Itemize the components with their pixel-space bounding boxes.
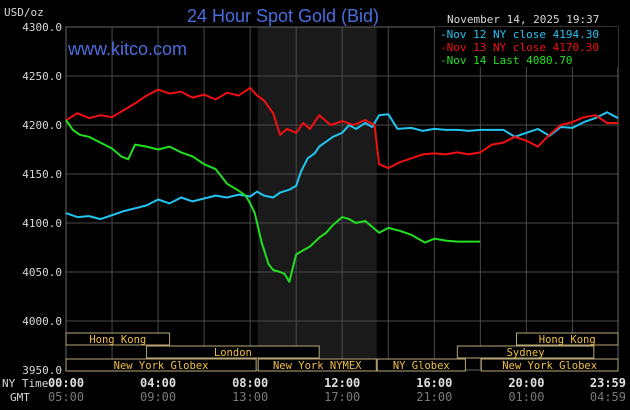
legend-series-value: 4170.30	[553, 41, 599, 54]
x-tick-label: 09:00	[140, 390, 176, 404]
x-tick-label: 05:00	[48, 390, 84, 404]
session-label: Hong Kong	[539, 334, 596, 346]
x-tick-label: 08:00	[232, 376, 268, 390]
session-label: Hong Kong	[89, 334, 146, 346]
chart-title: 24 Hour Spot Gold (Bid)	[187, 6, 379, 26]
x-axis-row-label: GMT	[10, 391, 30, 404]
x-tick-label: 01:00	[508, 390, 544, 404]
legend-box	[435, 27, 618, 67]
series-line	[65, 111, 619, 221]
price-series	[65, 86, 619, 283]
y-axis-unit: USD/oz	[4, 6, 44, 19]
session-box	[65, 358, 257, 372]
session-box	[257, 358, 377, 372]
y-tick-label: 4100.0	[22, 217, 62, 230]
x-tick-label: 20:00	[508, 376, 544, 390]
legend-series-name: -Nov 13 NY close	[440, 41, 553, 54]
session-label: London	[214, 347, 252, 359]
y-tick-label: 4050.0	[22, 266, 62, 279]
y-tick-label: 4250.0	[22, 70, 62, 83]
x-tick-label: 23:59	[590, 376, 626, 390]
legend: -Nov 12 NY close 4194.30-Nov 13 NY close…	[435, 27, 618, 67]
session-box	[376, 358, 466, 372]
legend-entry: -Nov 14 Last 4080.70	[440, 54, 572, 67]
x-tick-label: 13:00	[232, 390, 268, 404]
session-box	[65, 332, 171, 346]
x-axis: NY Time 00:00 04:00 08:00 12:00 16:00 20:00 23:…	[2, 376, 626, 404]
session-label: New York Globex	[502, 360, 597, 372]
kitco-watermark: www.kitco.com	[67, 39, 187, 59]
x-tick-label: 21:00	[416, 390, 452, 404]
session-label: New York Globex	[114, 360, 209, 372]
y-tick-label: 4000.0	[22, 315, 62, 328]
timestamp: November 14, 2025 19:37	[447, 13, 599, 26]
x-tick-label: 12:00	[324, 376, 360, 390]
x-tick-label: 04:59	[590, 390, 626, 404]
legend-entry: -Nov 13 NY close 4170.30	[440, 41, 599, 54]
session-label: Sydney	[507, 347, 545, 359]
session-box	[456, 345, 595, 359]
legend-entry: -Nov 12 NY close 4194.30	[440, 28, 599, 41]
y-tick-label: 3950.0	[22, 364, 62, 377]
session-box	[515, 332, 619, 346]
session-label: NY Globex	[393, 360, 450, 372]
x-tick-label: 16:00	[416, 376, 452, 390]
legend-series-name: -Nov 14 Last	[440, 54, 526, 67]
y-axis-ticks: 4300.0 4250.0 4200.0 4150.0 4100.0 4050.0 4000…	[22, 21, 62, 377]
legend-series-value: 4194.30	[553, 28, 599, 41]
session-box	[146, 345, 320, 359]
y-tick-label: 4150.0	[22, 168, 62, 181]
y-tick-label: 4300.0	[22, 21, 62, 34]
x-axis-row-label: NY Time	[2, 377, 48, 390]
series-line	[65, 119, 481, 283]
legend-series-value: 4080.70	[526, 54, 572, 67]
series-line	[65, 86, 618, 170]
x-tick-label: 00:00	[48, 376, 84, 390]
grid	[65, 26, 619, 371]
x-tick-label: 17:00	[324, 390, 360, 404]
legend-series-name: -Nov 12 NY close	[440, 28, 553, 41]
session-label: New York NYMEX	[273, 360, 362, 372]
x-tick-label: 04:00	[140, 376, 176, 390]
session-box	[480, 358, 619, 372]
y-tick-label: 4200.0	[22, 119, 62, 132]
nymex-hours-shading	[257, 27, 377, 370]
